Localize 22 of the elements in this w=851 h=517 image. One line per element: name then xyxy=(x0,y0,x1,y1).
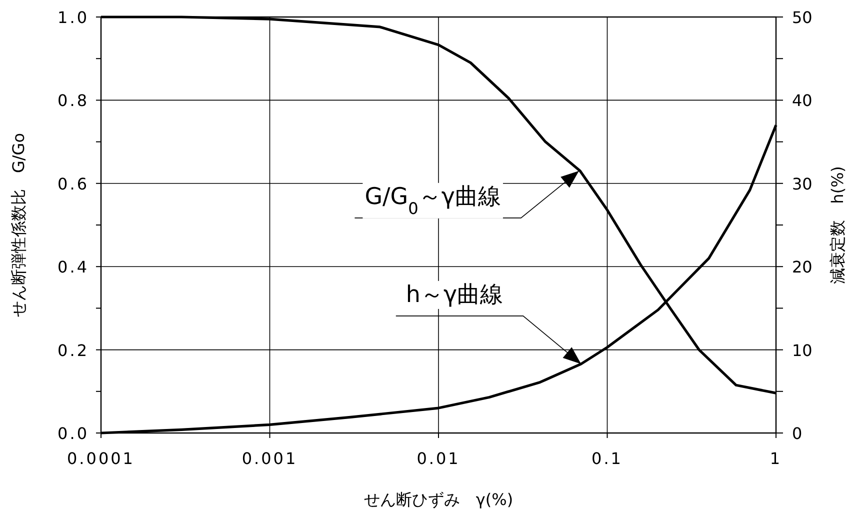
y2-tick-label: 20 xyxy=(792,258,812,277)
y2-tick-label: 10 xyxy=(792,340,812,360)
x-tick-label: 0.001 xyxy=(242,449,298,468)
x-tick-label: 0.1 xyxy=(592,449,623,468)
x-tick-label: 1 xyxy=(770,449,782,468)
x-axis-title: せん断ひずみ γ(%) xyxy=(364,490,514,509)
y2-tick-label: 30 xyxy=(792,174,812,194)
y2-tick-label: 50 xyxy=(792,8,812,27)
y-tick-label: 0.0 xyxy=(58,424,89,443)
y-tick-label: 0.8 xyxy=(58,91,89,110)
x-tick-label: 0.01 xyxy=(416,449,460,468)
y-tick-label: 0.4 xyxy=(58,258,89,277)
annotation: h～γ曲線 xyxy=(406,282,504,308)
y-tick-label: 1.0 xyxy=(58,8,89,27)
y-tick-label: 0.6 xyxy=(58,174,89,194)
y-axis-title: せん断弾性係数比 G/Go xyxy=(9,133,28,317)
y2-axis-title: 減衰定数 h(%) xyxy=(828,166,847,284)
y2-tick-label: 40 xyxy=(792,91,812,110)
y2-tick-label: 0 xyxy=(792,424,802,443)
y-tick-label: 0.2 xyxy=(58,340,89,360)
x-tick-label: 0.0001 xyxy=(67,449,135,468)
annotation: G/G$_{0}$～γ曲線 xyxy=(364,184,501,218)
